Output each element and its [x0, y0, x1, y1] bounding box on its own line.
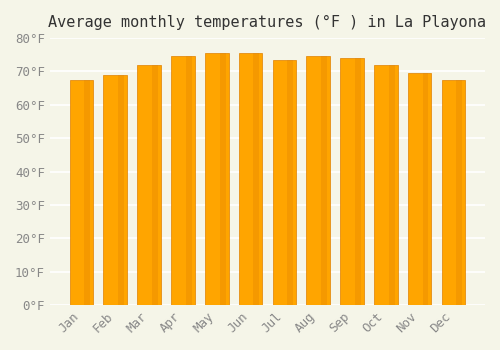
Bar	[306, 56, 330, 305]
Bar	[70, 80, 94, 305]
Bar	[84, 80, 90, 305]
Bar	[456, 80, 462, 305]
Bar	[152, 65, 158, 305]
Bar	[138, 65, 161, 305]
Bar	[388, 65, 394, 305]
Bar	[442, 80, 465, 305]
Bar	[220, 53, 226, 305]
Bar	[272, 60, 296, 305]
Bar	[288, 60, 293, 305]
Bar	[374, 65, 398, 305]
Bar	[340, 58, 364, 305]
Bar	[321, 56, 327, 305]
Bar	[104, 75, 127, 305]
Bar	[355, 58, 361, 305]
Title: Average monthly temperatures (°F ) in La Playona: Average monthly temperatures (°F ) in La…	[48, 15, 486, 30]
Bar	[408, 73, 432, 305]
Bar	[238, 53, 262, 305]
Bar	[205, 53, 229, 305]
Bar	[254, 53, 260, 305]
Bar	[422, 73, 428, 305]
Bar	[118, 75, 124, 305]
Bar	[186, 56, 192, 305]
Bar	[171, 56, 194, 305]
